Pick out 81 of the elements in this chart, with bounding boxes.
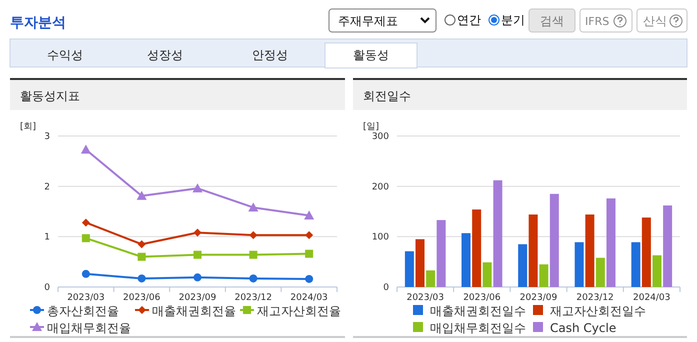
legend-label: 재고자산회전일수 bbox=[550, 304, 646, 318]
y-tick-label: 1 bbox=[44, 232, 50, 243]
x-tick-label: 2023/06 bbox=[123, 293, 161, 303]
bar bbox=[539, 264, 548, 287]
text: 연간 bbox=[457, 13, 481, 27]
bar bbox=[472, 209, 482, 287]
point bbox=[305, 231, 314, 240]
bar bbox=[585, 214, 594, 287]
x-tick-label: 2023/12 bbox=[234, 293, 272, 303]
bar bbox=[436, 220, 446, 287]
bar bbox=[642, 218, 651, 287]
x-tick-label: 2023/06 bbox=[463, 293, 501, 303]
bar bbox=[631, 242, 640, 287]
y-tick-label: 300 bbox=[372, 132, 390, 142]
bar bbox=[518, 244, 528, 287]
bar bbox=[652, 255, 662, 287]
point bbox=[249, 274, 258, 282]
bar bbox=[606, 198, 616, 287]
point bbox=[194, 273, 202, 282]
legend-label: 매출채권회전율 bbox=[152, 304, 236, 318]
bar bbox=[482, 262, 492, 287]
bar bbox=[493, 180, 502, 287]
x-tick-label: 2023/03 bbox=[406, 293, 444, 303]
legend-label: 매입채무회전율 bbox=[47, 321, 131, 335]
point bbox=[136, 190, 147, 200]
x-tick-label: 2024/03 bbox=[290, 293, 328, 303]
point bbox=[304, 210, 314, 220]
y-tick-label: 3 bbox=[44, 132, 50, 142]
legend-label: 재고자산회전율 bbox=[257, 304, 341, 318]
y-tick-label: 200 bbox=[372, 182, 390, 192]
chart-title: 회전일수 bbox=[363, 89, 411, 103]
y-tick-label: 0 bbox=[383, 283, 390, 293]
point bbox=[138, 274, 146, 282]
text: 분기 bbox=[501, 13, 525, 27]
x-tick-label: 2024/03 bbox=[633, 293, 670, 303]
bar bbox=[528, 214, 538, 287]
text: 성장성 bbox=[147, 48, 183, 62]
point bbox=[248, 202, 258, 212]
legend-label: 매입채무회전일수 bbox=[430, 321, 526, 335]
text: IFRS bbox=[585, 15, 610, 28]
point bbox=[80, 144, 91, 154]
point bbox=[249, 231, 258, 240]
bar bbox=[416, 239, 425, 287]
y-tick-label: 100 bbox=[372, 232, 390, 243]
point bbox=[82, 270, 90, 278]
point bbox=[249, 250, 258, 259]
point bbox=[305, 250, 314, 258]
legend-label: Cash Cycle bbox=[550, 321, 616, 335]
bar bbox=[574, 242, 584, 287]
x-tick-label: 2023/03 bbox=[67, 293, 105, 303]
x-tick-label: 2023/09 bbox=[178, 293, 216, 303]
legend-label: 매출채권회전일수 bbox=[430, 304, 526, 318]
point bbox=[194, 228, 202, 237]
point bbox=[194, 250, 202, 259]
y-axis-title: [일] bbox=[363, 122, 380, 132]
text: 주재무제표 bbox=[338, 14, 398, 28]
point bbox=[138, 240, 146, 248]
text: 검색 bbox=[540, 14, 564, 28]
point bbox=[82, 218, 90, 227]
legend-label: 총자산회전율 bbox=[47, 304, 119, 318]
y-tick-label: 2 bbox=[44, 182, 50, 192]
text: 활동성 bbox=[353, 48, 389, 62]
text: 투자분석 bbox=[10, 15, 66, 31]
y-axis-title: [회] bbox=[20, 122, 36, 132]
x-tick-label: 2023/12 bbox=[576, 293, 614, 303]
point bbox=[305, 274, 314, 283]
point bbox=[192, 183, 202, 192]
text: 수익성 bbox=[47, 48, 83, 62]
point bbox=[138, 252, 146, 261]
bar bbox=[663, 205, 672, 287]
bar bbox=[462, 233, 471, 287]
text: 산식 bbox=[643, 14, 667, 28]
x-tick-label: 2023/09 bbox=[520, 293, 558, 303]
text: 안정성 bbox=[252, 48, 288, 62]
y-tick-label: 0 bbox=[44, 283, 50, 293]
bar bbox=[550, 194, 559, 287]
point bbox=[82, 234, 90, 242]
chart-title: 활동성지표 bbox=[20, 89, 80, 103]
bar bbox=[596, 258, 605, 287]
bar bbox=[426, 270, 436, 287]
bar bbox=[404, 251, 414, 287]
